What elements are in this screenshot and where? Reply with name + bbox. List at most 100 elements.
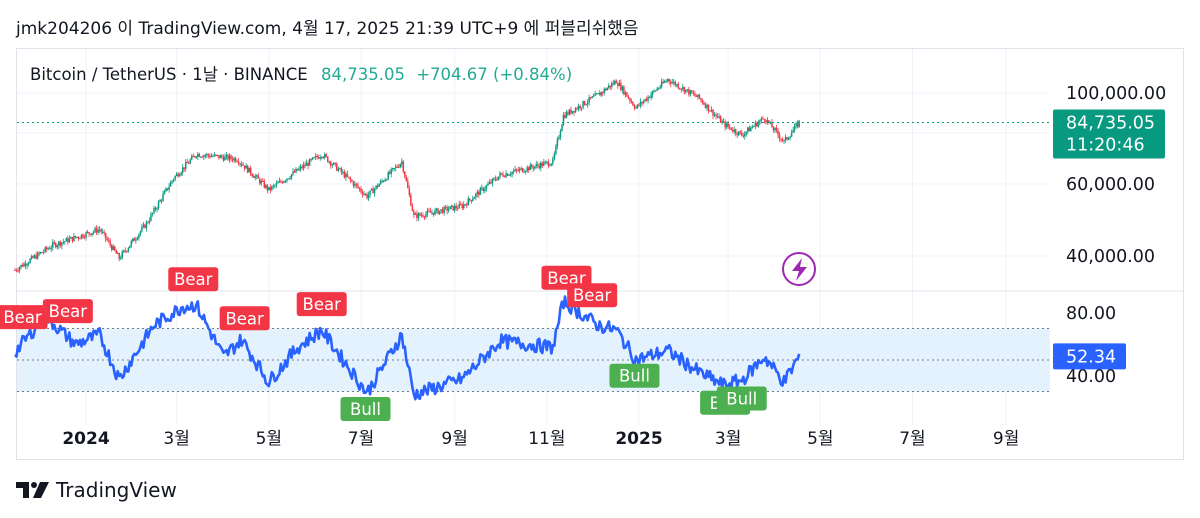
candle (275, 180, 278, 189)
candle-body (141, 226, 143, 232)
signal-label-text: Bear (547, 269, 586, 288)
candle-body (692, 92, 695, 94)
candle (216, 154, 219, 157)
candle-body (269, 187, 272, 191)
candle (135, 236, 137, 244)
candle-body (739, 131, 741, 133)
candle (546, 161, 548, 165)
candle-body (419, 213, 421, 216)
candle-body (71, 236, 74, 242)
candle (790, 129, 793, 138)
candle-body (724, 121, 726, 128)
candle (203, 154, 205, 161)
candle (478, 190, 480, 199)
candle-body (68, 238, 71, 243)
candle (487, 181, 489, 186)
candle (638, 102, 640, 107)
candle (103, 229, 105, 236)
candle (605, 87, 607, 92)
candle (127, 246, 130, 254)
candle (431, 209, 433, 216)
candle-body (618, 82, 621, 86)
candle (709, 110, 711, 112)
candle-body (218, 154, 220, 159)
candle (58, 240, 60, 249)
candle-body (180, 172, 182, 175)
candle-body (83, 237, 86, 239)
candle (517, 166, 519, 172)
candle (716, 113, 719, 119)
bear-signal-label: Bear (168, 267, 219, 292)
candle-body (476, 191, 479, 194)
candle (116, 251, 119, 255)
oscillator-axis-tick-label: 80.00 (1066, 304, 1116, 324)
candle (446, 204, 448, 215)
candle (438, 210, 441, 216)
candle (626, 92, 628, 97)
candle-body (104, 232, 107, 239)
candle-body (337, 168, 340, 171)
candle-body (393, 168, 395, 170)
candle (500, 172, 503, 176)
candle (399, 163, 402, 169)
candle-body (322, 157, 324, 159)
candle (532, 164, 534, 172)
lightning-bolt-icon[interactable] (782, 252, 816, 286)
candle-body (722, 121, 725, 123)
candle (762, 116, 764, 120)
symbol-title: Bitcoin / TetherUS · 1날 · BINANCE (30, 65, 308, 84)
candle (754, 120, 757, 130)
candle-body (747, 127, 749, 132)
candle-body (115, 250, 117, 254)
candle-body (268, 187, 270, 190)
candle-body (30, 256, 33, 259)
candle-body (305, 162, 308, 166)
candle-body (608, 85, 610, 88)
candle (600, 91, 602, 98)
candle-body (64, 241, 66, 243)
candle (621, 85, 624, 94)
candle-body (505, 173, 507, 178)
candle-body (42, 251, 45, 253)
candle (336, 162, 338, 172)
candle-body (503, 176, 506, 178)
candle-body (29, 258, 31, 263)
candle (61, 242, 63, 250)
candle (526, 165, 528, 173)
candle-body (624, 92, 627, 95)
candle-body (366, 193, 368, 199)
candle (541, 161, 544, 169)
candle-body (76, 237, 78, 239)
candle-body (228, 155, 231, 160)
candle-body (302, 164, 305, 169)
candle-body (648, 96, 651, 98)
candle (88, 231, 90, 237)
candle (48, 245, 51, 250)
candle-body (280, 180, 282, 182)
candle (20, 264, 22, 270)
candle (426, 207, 429, 218)
candle (120, 255, 122, 261)
candle-body (459, 203, 462, 205)
candle (373, 187, 376, 197)
candle-body (286, 178, 288, 181)
candle (592, 93, 595, 97)
candle-body (399, 164, 402, 168)
candle-body (660, 81, 663, 87)
price-tag-box (1053, 109, 1165, 159)
candle-body (449, 206, 451, 210)
candle (160, 198, 163, 204)
candle (591, 95, 593, 99)
candle (197, 152, 199, 161)
candle (697, 94, 699, 100)
candle-body (120, 257, 122, 259)
candle-body (502, 174, 504, 177)
candle (798, 119, 800, 128)
candle (80, 234, 83, 240)
candle-body (512, 171, 515, 173)
candle-body (479, 188, 482, 195)
candle (314, 153, 317, 161)
candle (747, 126, 749, 135)
candle-body (271, 186, 273, 191)
